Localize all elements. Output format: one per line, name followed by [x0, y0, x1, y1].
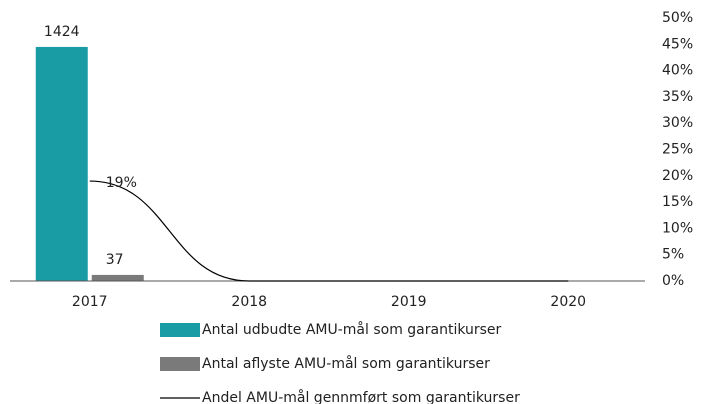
y2-tick-label: 25% — [662, 142, 693, 158]
y2-tick-label: 30% — [662, 115, 693, 131]
x-tick-label: 2017 — [72, 294, 108, 310]
y2-tick-label: 10% — [662, 220, 693, 236]
x-tick-label: 2018 — [231, 294, 267, 310]
y2-tick-label: 20% — [662, 168, 693, 184]
y2-tick-label: 15% — [662, 194, 693, 210]
y2-tick-label: 0% — [662, 273, 684, 289]
y2-tick-label: 35% — [662, 89, 693, 105]
data-label: 19% — [106, 175, 137, 191]
y2-tick-label: 50% — [662, 10, 693, 26]
bar — [91, 274, 144, 281]
y2-tick-label: 40% — [662, 63, 693, 79]
y2-tick-label: 5% — [662, 247, 684, 263]
legend-label: Antal aflyste AMU-mål som garantikurser — [202, 355, 490, 372]
x-tick-label: 2019 — [391, 294, 427, 310]
y2-tick-label: 45% — [662, 36, 693, 52]
legend-label: Antal udbudte AMU-mål som garantikurser — [202, 321, 502, 338]
bar — [35, 46, 88, 282]
line — [89, 180, 569, 282]
legend-swatch — [160, 357, 200, 371]
x-tick-label: 2020 — [550, 294, 586, 310]
legend-label: Andel AMU-mål gennmført som garantikurse… — [202, 389, 520, 404]
data-label: 37 — [106, 252, 124, 268]
data-label: 1424 — [44, 24, 80, 40]
legend-swatch — [160, 323, 200, 337]
